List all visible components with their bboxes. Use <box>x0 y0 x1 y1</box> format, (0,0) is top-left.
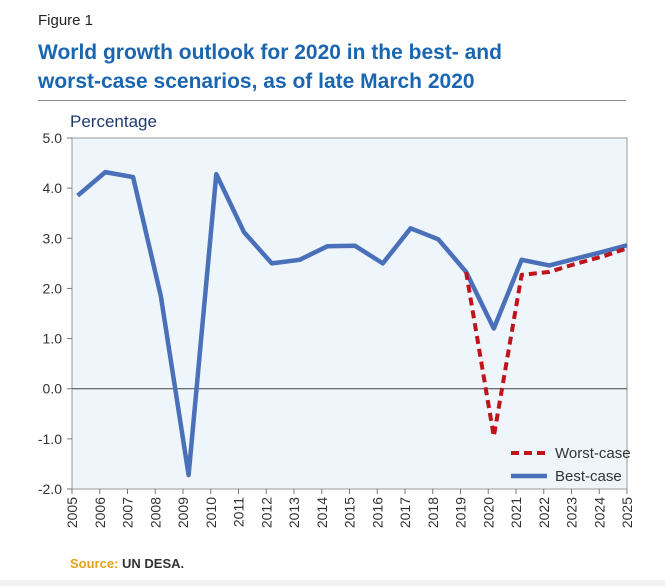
chart-title-line-2: worst-case scenarios, as of late March 2… <box>38 70 475 93</box>
title-divider <box>38 100 626 101</box>
bottom-band <box>0 580 665 586</box>
x-tick-label: 2007 <box>120 497 136 528</box>
legend-best-case-label: Best-case <box>555 468 622 485</box>
x-axis-ticks: 2005 2006 2007 2008 2009 2010 2011 2012 2013 2014… <box>64 489 635 528</box>
x-tick-label: 2013 <box>286 497 302 528</box>
x-tick-label: 2025 <box>619 497 635 528</box>
plot-area <box>71 137 628 490</box>
x-tick-label: 2023 <box>564 497 580 528</box>
y-axis-label: Percentage <box>70 112 157 131</box>
y-tick-label: 2.0 <box>43 280 63 296</box>
y-tick-label: 4.0 <box>43 180 63 196</box>
x-tick-label: 2006 <box>92 497 108 528</box>
y-tick-label: -2.0 <box>38 481 62 497</box>
x-tick-label: 2024 <box>591 497 607 528</box>
source-key: Source: <box>70 556 119 571</box>
y-tick-label: 5.0 <box>43 130 63 146</box>
worst-case-line <box>464 246 628 439</box>
source-text: UN DESA. <box>118 556 185 571</box>
y-tick-label: -1.0 <box>38 431 62 447</box>
figure-label: Figure 1 <box>38 12 94 29</box>
best-case-line <box>76 169 628 478</box>
x-tick-label: 2017 <box>397 497 413 528</box>
series-lines <box>76 169 628 478</box>
x-tick-label: 2014 <box>314 497 330 528</box>
y-tick-label: 3.0 <box>43 230 63 246</box>
x-tick-label: 2018 <box>425 497 441 528</box>
x-tick-label: 2010 <box>203 497 219 528</box>
x-tick-label: 2015 <box>342 497 358 528</box>
x-tick-label: 2021 <box>508 497 524 528</box>
chart-title: World growth outlook for 2020 in the bes… <box>38 38 638 96</box>
x-tick-label: 2019 <box>453 497 469 528</box>
x-tick-label: 2012 <box>258 497 274 528</box>
x-tick-label: 2022 <box>536 497 552 528</box>
legend: Worst-case Best-case <box>511 445 631 485</box>
source-note: Source: UN DESA. <box>70 556 184 571</box>
x-tick-label: 2008 <box>147 497 163 528</box>
x-tick-label: 2005 <box>64 497 80 528</box>
y-tick-label: 0.0 <box>43 381 63 397</box>
x-tick-label: 2009 <box>175 497 191 528</box>
legend-worst-case-label: Worst-case <box>555 445 631 462</box>
y-tick-label: 1.0 <box>43 331 63 347</box>
x-tick-label: 2011 <box>231 497 247 527</box>
chart-title-line-1: World growth outlook for 2020 in the bes… <box>38 41 502 64</box>
x-tick-label: 2016 <box>369 497 385 528</box>
y-axis-ticks: -2.0 -1.0 0.0 1.0 2.0 3.0 4.0 5.0 <box>38 130 72 497</box>
x-tick-label: 2020 <box>480 497 496 528</box>
